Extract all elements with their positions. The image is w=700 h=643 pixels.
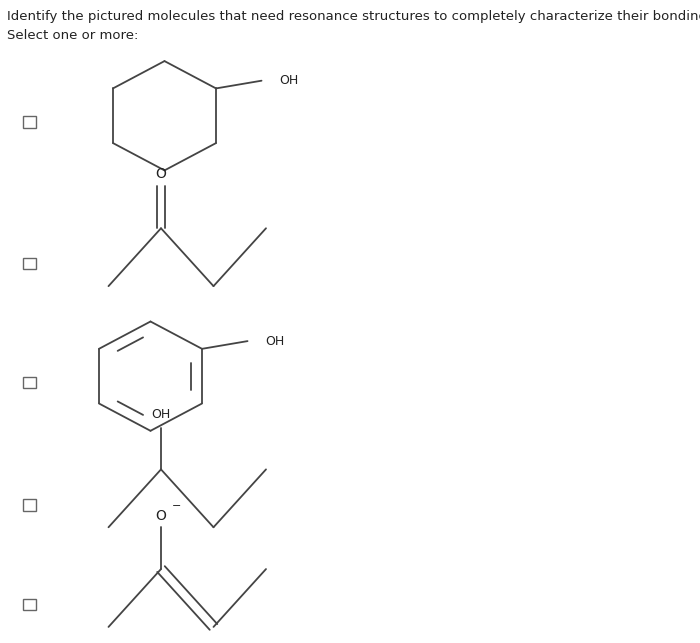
Bar	[23, 499, 36, 511]
Text: O: O	[155, 509, 167, 523]
Bar	[23, 377, 36, 388]
Text: OH: OH	[279, 74, 298, 87]
Text: −: −	[172, 501, 181, 511]
Text: Select one or more:: Select one or more:	[7, 29, 139, 42]
Text: OH: OH	[151, 408, 171, 421]
Text: Identify the pictured molecules that need resonance structures to completely cha: Identify the pictured molecules that nee…	[7, 10, 700, 23]
Text: O: O	[155, 167, 167, 181]
Text: OH: OH	[265, 334, 284, 348]
Bar	[23, 258, 36, 269]
Bar	[23, 599, 36, 610]
Bar	[23, 116, 36, 128]
